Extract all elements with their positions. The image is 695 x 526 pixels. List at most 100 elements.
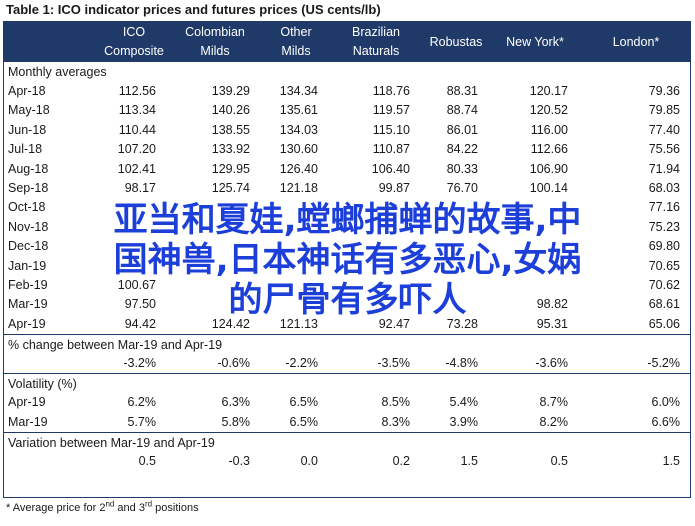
column-header-line2: Robustas xyxy=(429,34,483,49)
table-row: -3.2% -0.6% -2.2% -3.5% -4.8% -3.6% -5.2% xyxy=(4,354,690,373)
table-row: Oct-18 77.16 xyxy=(4,198,690,217)
table-cell: 94.42 xyxy=(124,316,156,331)
row-label: Aug-18 xyxy=(8,161,49,176)
table-cell: 8.3% xyxy=(381,414,411,429)
column-header: ICO Composite xyxy=(100,22,168,62)
row-label: Apr-18 xyxy=(8,84,46,98)
table-cell: 79.85 xyxy=(648,103,680,118)
row-label: Apr-19 xyxy=(8,395,46,410)
row-label: Feb-19 xyxy=(8,277,48,292)
table-cell xyxy=(422,295,490,314)
table-cell: 97.50 xyxy=(124,297,156,312)
table-cell: 121.13 xyxy=(279,316,318,331)
table-row: Jul-18 107.20 133.92 130.60 110.87 84.22 112.6… xyxy=(4,140,690,159)
table-cell: 1.5 xyxy=(662,454,680,469)
table-cell: 88.31 xyxy=(446,84,478,98)
table-cell xyxy=(100,237,168,256)
table-cell xyxy=(168,257,262,276)
table-cell xyxy=(330,218,422,237)
table-cell: 125.74 xyxy=(211,180,250,195)
table-cell: -4.8% xyxy=(445,356,478,371)
table-cell: 106.90 xyxy=(529,161,568,176)
table-cell xyxy=(262,218,330,237)
table-cell: 68.61 xyxy=(648,297,680,312)
table-cell: -0.6% xyxy=(217,356,250,371)
table-cell: 5.7% xyxy=(127,414,157,429)
table-cell xyxy=(262,237,330,256)
table-cell: 75.23 xyxy=(648,219,680,234)
table-cell: 6.0% xyxy=(651,395,681,410)
table-cell: 116.00 xyxy=(530,122,568,137)
column-header: Other Milds xyxy=(262,22,330,62)
table-cell: 84.22 xyxy=(446,142,478,157)
column-header-line1: ICO xyxy=(122,25,146,39)
table-cell: 80.33 xyxy=(446,161,478,176)
table-cell: 107.20 xyxy=(117,142,156,157)
table-cell: 6.2% xyxy=(127,395,157,410)
footnote: * Average price for 2nd and 3rd position… xyxy=(6,500,199,514)
table-cell xyxy=(330,237,422,256)
table-cell: 0.5 xyxy=(138,454,156,469)
footnote-text-mid: and 3 xyxy=(114,502,145,514)
table-row: Apr-19 6.2% 6.3% 6.5% 8.5% 5.4% 8.7% 6.0% xyxy=(4,393,690,412)
row-label: May-18 xyxy=(8,103,50,118)
row-label: Sep-18 xyxy=(8,180,49,195)
table-cell: 110.87 xyxy=(372,142,410,157)
table-cell: 6.5% xyxy=(289,395,319,410)
monthly-rows: Apr-18 112.56 139.29 134.34 118.76 88.31 120.1… xyxy=(4,82,690,334)
row-label: Mar-19 xyxy=(8,414,48,429)
table-cell: 126.40 xyxy=(279,161,318,176)
column-header-line2: Naturals xyxy=(352,44,400,58)
table-row: Aug-18 102.41 129.95 126.40 106.40 80.33 106.9… xyxy=(4,160,690,179)
table-cell: 134.34 xyxy=(279,84,318,98)
price-table: ICO Composite Colombian Milds Other Milds Braz… xyxy=(3,21,691,498)
section-percent-change: % change between Mar-19 and Apr-19 xyxy=(4,334,690,354)
table-cell: 120.52 xyxy=(529,103,568,118)
column-header: New York* xyxy=(490,22,580,62)
section-variation: Variation between Mar-19 and Apr-19 xyxy=(4,432,690,452)
table-cell: 139.29 xyxy=(211,84,250,98)
footnote-text-pre: * Average price for 2 xyxy=(6,502,106,514)
table-cell xyxy=(100,218,168,237)
table-cell: 79.36 xyxy=(648,84,680,98)
row-label: Jan-19 xyxy=(8,258,47,273)
table-cell: 0.5 xyxy=(550,454,568,469)
table-cell: 5.8% xyxy=(221,414,251,429)
table-cell: 135.61 xyxy=(279,103,318,118)
table-cell: 8.2% xyxy=(539,414,569,429)
table-cell: 99.87 xyxy=(378,180,410,195)
volatility-rows: Apr-19 6.2% 6.3% 6.5% 8.5% 5.4% 8.7% 6.0% Mar-19… xyxy=(4,393,690,432)
column-header-line2: Composite xyxy=(104,44,164,58)
table-cell: 100.14 xyxy=(529,180,568,195)
table-cell: 71.94 xyxy=(648,161,680,176)
column-header-line2: New York* xyxy=(506,34,564,49)
table-cell: 77.40 xyxy=(648,122,680,137)
table-cell xyxy=(262,198,330,217)
table-cell: 70.65 xyxy=(648,258,680,273)
table-cell: 73.28 xyxy=(446,316,478,331)
row-label: Jul-18 xyxy=(8,142,43,157)
table-cell xyxy=(422,237,490,256)
table-cell: 134.03 xyxy=(279,122,318,137)
row-label: Dec-18 xyxy=(8,239,49,254)
column-header-line1: Brazilian xyxy=(352,25,400,39)
column-header-line2: London* xyxy=(612,34,660,49)
table-cell: 70.62 xyxy=(648,277,680,292)
row-label: Jun-18 xyxy=(8,122,47,137)
table-cell xyxy=(168,295,262,314)
table-cell: 110.44 xyxy=(118,122,156,137)
table-row: Nov-18 75.23 xyxy=(4,218,690,237)
row-label: Apr-19 xyxy=(8,316,46,331)
table-row: Jun-18 110.44 138.55 134.03 115.10 86.01 116.0… xyxy=(4,121,690,140)
table-cell: 138.55 xyxy=(211,122,250,137)
table-cell: 88.74 xyxy=(446,103,478,118)
column-header: Colombian Milds xyxy=(168,22,262,62)
table-cell: 75.56 xyxy=(648,142,680,157)
table-row: Jan-19 70.65 xyxy=(4,257,690,276)
row-label xyxy=(4,354,100,373)
table-cell: 140.26 xyxy=(211,103,250,118)
table-cell: 115.10 xyxy=(372,122,410,137)
table-cell xyxy=(100,257,168,276)
table-cell: 95.31 xyxy=(536,316,568,331)
table-cell: 69.80 xyxy=(648,239,680,254)
